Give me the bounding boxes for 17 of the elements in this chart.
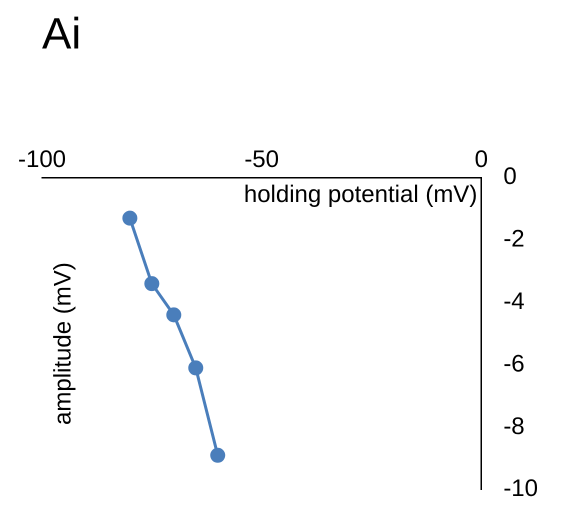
- point: [122, 210, 138, 226]
- point: [144, 276, 160, 292]
- x-tick-label: 0: [474, 146, 488, 173]
- point: [166, 307, 182, 322]
- y-axis-title: amplitude (mV): [50, 262, 77, 425]
- x-tick-label: -100: [18, 146, 66, 173]
- x-tick-label: -50: [244, 146, 279, 173]
- chart-title: Ai: [42, 10, 82, 59]
- point: [210, 448, 226, 463]
- y-tick-label: -2: [503, 226, 525, 253]
- point: [188, 360, 204, 376]
- y-tick-label: -4: [503, 288, 525, 316]
- y-tick-label: 0: [503, 163, 517, 190]
- y-tick-label: -8: [503, 412, 525, 440]
- x-axis-title: holding potential (mV): [244, 181, 478, 208]
- y-tick-label: -10: [503, 475, 538, 502]
- y-tick-label: -6: [503, 350, 525, 378]
